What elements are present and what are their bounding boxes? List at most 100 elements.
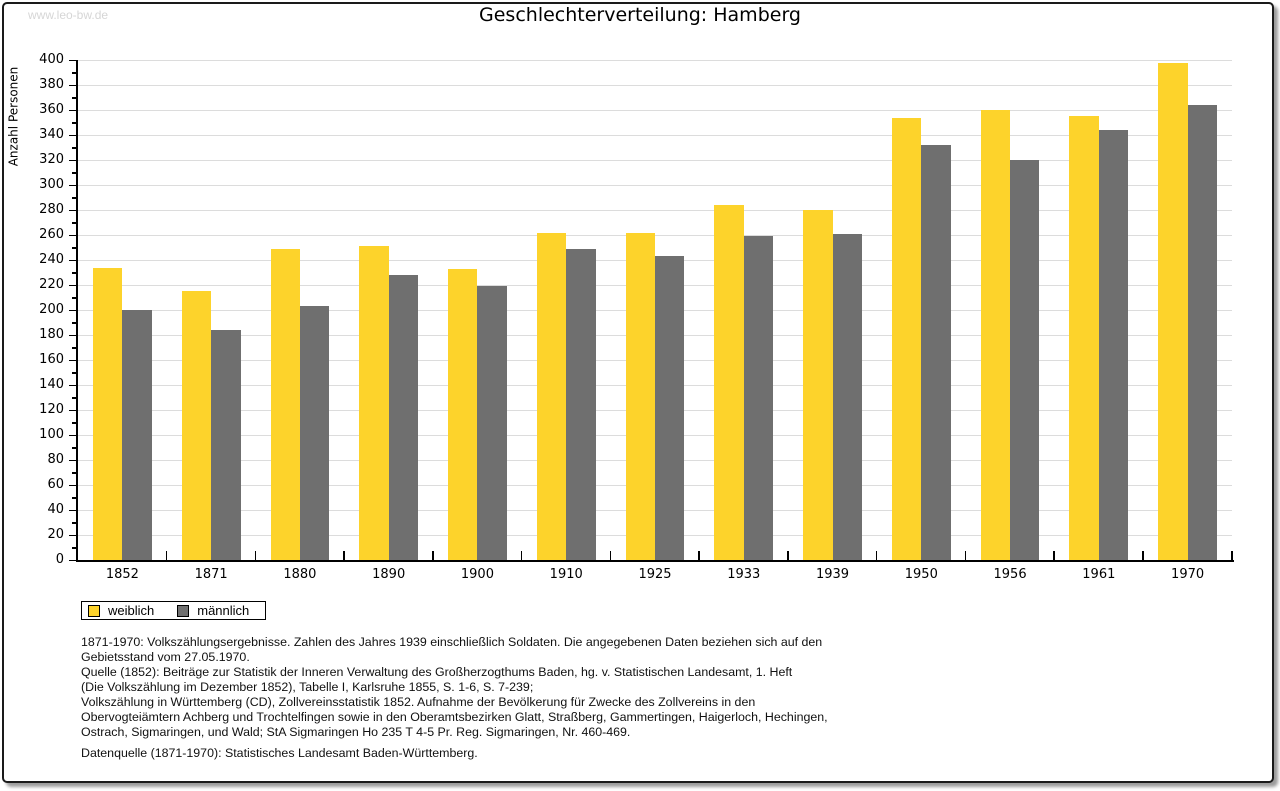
footnote-line: Gebietsstand vom 27.05.1970.: [81, 650, 250, 664]
legend: weiblich männlich: [81, 601, 266, 620]
y-minor-tick: [72, 447, 76, 449]
x-tick: [609, 551, 612, 560]
x-tick-label: 1871: [194, 567, 228, 582]
y-major-tick: [69, 459, 76, 461]
y-tick-label: 180: [39, 327, 64, 342]
x-tick-label: 1880: [283, 567, 317, 582]
y-major-tick: [69, 409, 76, 411]
y-tick-label: 80: [47, 452, 64, 467]
y-major-tick: [69, 134, 76, 136]
x-tick: [165, 551, 168, 560]
y-tick-label: 280: [39, 202, 64, 217]
bar-weiblich: [536, 232, 567, 560]
footnote-line: Volkszählung in Württemberg (CD), Zollve…: [81, 695, 756, 709]
bar-maennlich: [1187, 105, 1217, 560]
legend-swatch-weiblich: [88, 604, 100, 617]
bar-maennlich: [832, 233, 862, 560]
bar-weiblich: [359, 246, 389, 560]
footnote-line: (Die Volkszählung im Dezember 1852), Tab…: [81, 680, 534, 694]
y-major-tick: [69, 559, 76, 561]
y-major-tick: [69, 509, 76, 511]
bar-maennlich: [299, 306, 330, 560]
x-tick: [432, 551, 434, 560]
bar-maennlich: [122, 310, 152, 560]
bar-weiblich: [92, 267, 123, 560]
y-major-tick: [69, 109, 76, 111]
y-minor-tick: [72, 247, 76, 249]
bar-maennlich: [1010, 160, 1040, 560]
y-major-tick: [69, 59, 76, 61]
y-minor-tick: [72, 297, 76, 299]
y-tick-label: 340: [39, 127, 64, 142]
y-major-tick: [69, 184, 76, 186]
y-minor-tick: [72, 72, 76, 74]
gridline: [78, 84, 1232, 86]
x-tick: [1142, 551, 1144, 560]
x-tick: [787, 551, 789, 560]
bar-maennlich: [211, 330, 241, 560]
gridline: [78, 109, 1232, 111]
footnote-line: Quelle (1852): Beiträge zur Statistik de…: [81, 665, 793, 679]
y-major-tick: [69, 359, 76, 361]
x-tick-label: 1910: [549, 567, 583, 582]
bar-maennlich: [566, 248, 596, 560]
y-minor-tick: [72, 397, 76, 399]
bar-weiblich: [448, 268, 478, 560]
x-tick: [520, 551, 523, 560]
y-tick-label: 400: [39, 52, 64, 67]
datasource-note: Datenquelle (1871-1970): Statistisches L…: [81, 746, 478, 760]
y-tick-label: 140: [39, 377, 64, 392]
y-minor-tick: [72, 472, 76, 474]
y-tick-label: 40: [47, 502, 64, 517]
gridline: [78, 209, 1232, 211]
bar-maennlich: [388, 275, 419, 560]
gridline: [78, 184, 1232, 186]
y-tick-label: 220: [39, 277, 64, 292]
bar-maennlich: [1098, 130, 1129, 560]
y-major-tick: [69, 309, 76, 311]
y-tick-label: 200: [39, 302, 64, 317]
y-tick-label: 380: [39, 77, 64, 92]
y-minor-tick: [72, 272, 76, 274]
footnote-line: Obervogteiämtern Achberg und Trochtelfin…: [81, 710, 828, 724]
bar-weiblich: [1158, 62, 1188, 560]
y-minor-tick: [72, 97, 76, 99]
bar-weiblich: [270, 248, 300, 560]
bar-maennlich: [477, 286, 507, 560]
x-tick-label: 1961: [1082, 567, 1116, 582]
x-tick-label: 1970: [1171, 567, 1205, 582]
y-tick-label: 20: [47, 527, 64, 542]
y-axis-line: [76, 60, 78, 562]
footnote-line: 1871-1970: Volkszählungsergebnisse. Zahl…: [81, 635, 823, 649]
bar-weiblich: [803, 210, 833, 560]
gridline: [78, 59, 1232, 61]
x-tick: [1231, 551, 1233, 560]
gridline: [78, 234, 1232, 236]
chart-title: Geschlechterverteilung: Hamberg: [479, 4, 801, 26]
bar-weiblich: [625, 232, 655, 560]
x-tick: [254, 551, 257, 560]
x-tick-label: 1939: [815, 567, 850, 582]
y-minor-tick: [72, 372, 76, 374]
y-minor-tick: [72, 322, 76, 324]
x-tick-label: 1852: [105, 567, 139, 582]
x-tick-label: 1925: [638, 567, 672, 582]
watermark: www.leo-bw.de: [28, 8, 109, 22]
bar-weiblich: [181, 291, 212, 560]
y-minor-tick: [72, 222, 76, 224]
y-minor-tick: [72, 147, 76, 149]
bar-maennlich: [743, 236, 774, 560]
y-minor-tick: [72, 497, 76, 499]
y-tick-label: 360: [39, 102, 64, 117]
x-tick-label: 1950: [904, 567, 938, 582]
bar-weiblich: [714, 205, 744, 560]
bar-maennlich: [655, 256, 685, 560]
bar-maennlich: [921, 145, 951, 560]
y-major-tick: [69, 334, 76, 336]
footnote-line: Ostrach, Sigmaringen, und Wald; StA Sigm…: [81, 725, 631, 739]
y-major-tick: [69, 284, 76, 286]
bar-weiblich: [1069, 116, 1099, 560]
y-major-tick: [69, 434, 76, 436]
x-tick-label: 1900: [460, 567, 494, 582]
y-major-tick: [69, 159, 76, 161]
